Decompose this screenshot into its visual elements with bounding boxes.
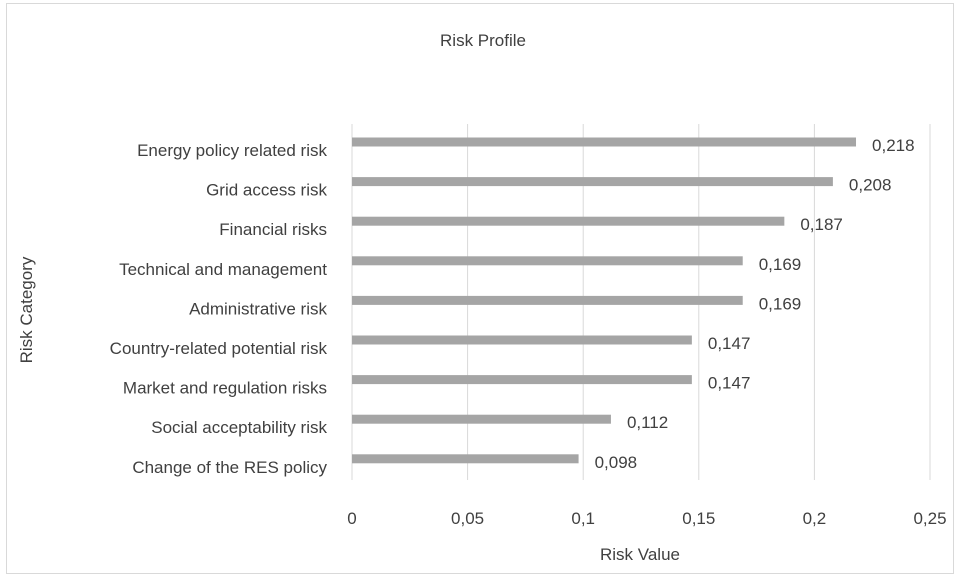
bar <box>352 454 579 464</box>
category-label: Technical and management <box>119 260 327 279</box>
category-label: Administrative risk <box>189 299 327 318</box>
data-label: 0,112 <box>627 413 668 432</box>
data-label: 0,169 <box>759 294 802 313</box>
data-label: 0,147 <box>708 334 751 353</box>
bar <box>352 335 692 345</box>
bar <box>352 216 785 226</box>
bar <box>352 177 833 187</box>
x-tick-label: 0,1 <box>571 509 595 528</box>
category-labels: Energy policy related risk Grid access ri… <box>110 141 328 477</box>
x-tick-label: 0 <box>347 509 356 528</box>
data-labels: 0,218 0,208 0,187 0,169 0,169 0,147 0,147 0,112… <box>595 136 915 472</box>
bar <box>352 295 743 305</box>
data-label: 0,169 <box>759 255 802 274</box>
chart-title: Risk Profile <box>440 31 526 50</box>
data-label: 0,147 <box>708 374 751 393</box>
x-tick-label: 0,2 <box>803 509 827 528</box>
x-tick-label: 0,25 <box>913 509 946 528</box>
data-label: 0,187 <box>800 215 843 234</box>
category-label: Energy policy related risk <box>137 141 327 160</box>
y-axis-label: Risk Category <box>17 256 36 363</box>
x-tick-labels: 0 0,05 0,1 0,15 0,2 0,25 <box>347 509 946 528</box>
bar <box>352 256 743 266</box>
chart-area <box>6 3 954 574</box>
category-label: Country-related potential risk <box>110 339 328 358</box>
bar <box>352 375 692 385</box>
bars <box>352 137 857 464</box>
x-axis-label: Risk Value <box>600 545 680 564</box>
category-label: Grid access risk <box>206 181 327 200</box>
bar <box>352 137 857 147</box>
category-label: Change of the RES policy <box>132 458 327 477</box>
data-label: 0,098 <box>595 453 638 472</box>
category-label: Financial risks <box>219 220 327 239</box>
category-label: Market and regulation risks <box>123 379 327 398</box>
x-tick-label: 0,05 <box>451 509 484 528</box>
bar <box>352 414 611 424</box>
data-label: 0,208 <box>849 176 892 195</box>
x-tick-label: 0,15 <box>682 509 715 528</box>
category-label: Social acceptability risk <box>151 418 327 437</box>
data-label: 0,218 <box>872 136 915 155</box>
